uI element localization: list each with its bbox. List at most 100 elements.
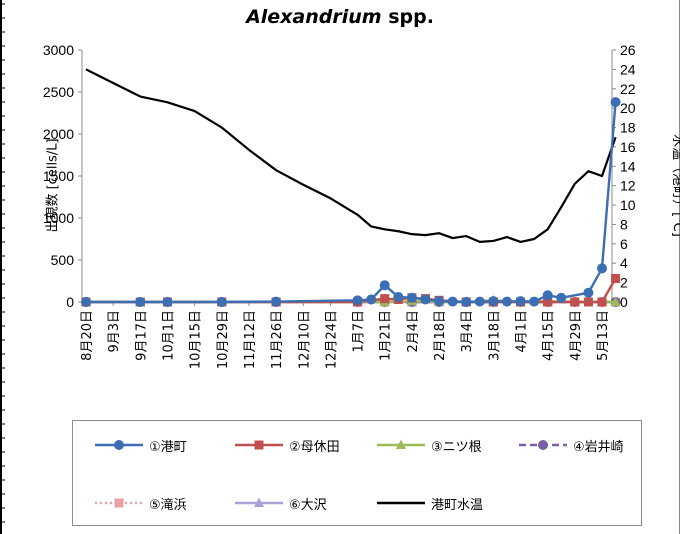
legend-label: ⑤滝浜 [149,497,187,513]
legend-label: ⑥大沢 [289,497,327,513]
legend-item: 港町水温 [375,493,483,513]
x-tick-label: 1月7日 [352,310,367,353]
y-left-tick-label: 1000 [43,210,74,226]
legend-label: ④岩井崎 [573,439,624,455]
y-right-tick-label: 10 [620,197,636,213]
legend-marker [396,439,406,449]
y-right-tick-label: 0 [620,294,628,310]
x-tick-label: 3月18日 [487,310,502,361]
line-chart: 0500100015002000250030000246810121416182… [43,42,636,369]
legend-swatch [235,497,283,507]
x-tick-label: 12月24日 [324,310,339,369]
y-axis-right-label: 水温（港町）[℃] [669,134,680,237]
data-point [474,296,485,307]
data-point [610,296,621,306]
x-tick-label: 9月3日 [107,310,122,353]
data-point [393,291,404,302]
y-right-tick-label: 26 [620,42,636,58]
x-tick-label: 10月15日 [189,310,204,369]
data-point [379,280,390,291]
data-point [366,294,377,305]
y-right-tick-label: 18 [620,120,636,136]
y-right-tick-label: 4 [620,255,628,271]
legend-marker [114,498,124,508]
chart-title: Alexandrium spp. [0,6,680,28]
data-point [406,292,417,303]
data-point [583,297,593,307]
x-tick-label: 9月17日 [134,310,149,361]
y-right-tick-label: 16 [620,139,636,155]
data-point [597,297,607,307]
x-tick-label: 10月29日 [216,310,231,369]
legend-item: ⑥大沢 [233,493,327,513]
legend-item: ④岩井崎 [517,435,624,455]
legend-swatch [519,440,567,450]
legend-marker [538,440,548,450]
data-point [420,294,431,305]
series-7 [85,68,617,244]
legend-swatch [95,498,143,508]
data-point [271,296,282,307]
data-point [135,297,146,307]
x-tick-label: 2月4日 [406,310,421,353]
legend-swatch [95,440,143,450]
data-point [611,273,621,283]
data-point [501,296,512,307]
data-point [81,297,91,307]
data-point [352,295,363,306]
x-tick-label: 4月29日 [569,310,584,361]
legend-label: ②母休田 [289,439,340,455]
data-point [570,297,580,307]
data-point [597,263,607,274]
y-left-tick-label: 1500 [43,168,74,184]
legend-label: ③ニツ根 [431,439,482,455]
legend-label: 港町水温 [431,497,484,513]
legend-marker [254,497,264,507]
x-tick-label: 4月15日 [542,310,557,361]
legend-item: ①港町 [93,435,187,455]
legend-item: ②母休田 [233,435,340,455]
data-point [583,287,594,298]
data-point [216,297,227,307]
series-1 [81,97,621,307]
y-left-tick-label: 3000 [43,42,74,58]
x-tick-label: 12月10日 [297,310,312,369]
page-edge-marks [0,3,5,523]
legend-label: ①港町 [149,439,187,455]
x-tick-label: 10月1日 [161,310,176,361]
y-right-tick-label: 8 [620,216,628,232]
x-tick-label: 11月26日 [270,310,285,369]
data-point [434,296,445,307]
x-tick-label: 2月18日 [433,310,448,361]
data-point [380,294,390,304]
y-left-tick-label: 2500 [43,84,74,100]
legend-marker [254,440,264,450]
y-left-tick-label: 0 [66,294,74,310]
data-point [610,97,621,108]
y-right-tick-label: 12 [620,178,636,194]
y-axis-left-label: 出現数 [cells/L] [45,138,61,233]
legend-swatch [235,440,283,450]
chart-title-rest: spp. [381,6,434,28]
legend-marker [114,440,124,450]
data-point [556,292,567,303]
y-left-tick-label: 500 [51,252,75,268]
x-tick-label: 3月4日 [460,310,475,353]
y-right-tick-label: 22 [620,81,636,97]
data-point [542,290,553,301]
series-line [85,68,617,244]
series-line [86,101,617,304]
x-tick-label: 5月13日 [596,310,611,361]
data-point [461,297,472,307]
y-right-tick-label: 2 [620,275,628,291]
x-tick-label: 11月12日 [243,310,258,369]
y-right-tick-label: 24 [620,61,636,77]
legend-item: ⑤滝浜 [93,493,187,513]
data-point [488,296,499,307]
legend-swatch [377,439,425,449]
y-right-tick-label: 6 [620,236,628,252]
legend-swatch [377,501,425,505]
chart-legend: ①港町 ②母休田 ③ニツ根 ④岩井崎 ⑤滝浜 ⑥大沢 港町水温 [72,420,642,526]
y-right-tick-label: 14 [620,158,636,174]
legend-item: ③ニツ根 [375,435,482,455]
